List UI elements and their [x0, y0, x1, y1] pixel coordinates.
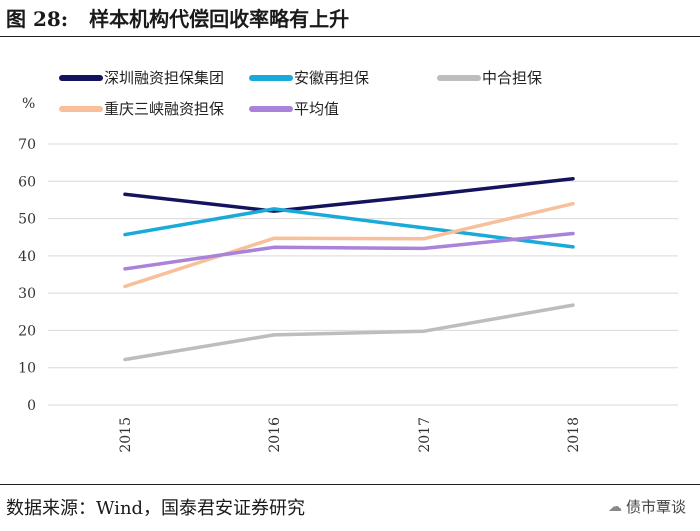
series-line-5 [123, 231, 575, 271]
legend-label-5: 平均值 [294, 100, 339, 118]
series-line-1 [123, 176, 575, 213]
line-chart: 0 10 20 30 40 50 60 70% 2015 2016 2017 2018 深圳融资担保集团… [18, 69, 678, 453]
y-axis-label: % [22, 96, 35, 112]
series-line-4 [123, 201, 575, 289]
y-tick-label: 40 [18, 249, 36, 265]
watermark-text: 债市覃谈 [625, 498, 686, 516]
figure-title-text: 样本机构代偿回收率略有上升 [89, 7, 350, 31]
source-note: 数据来源：Wind，国泰君安证券研究 [6, 498, 306, 519]
figure-number: 图 28: [6, 7, 69, 31]
series-line-2 [123, 207, 575, 249]
wechat-icon: ☁ [607, 498, 622, 515]
y-tick-label: 10 [18, 361, 36, 377]
y-tick-label: 50 [18, 212, 36, 228]
y-tick-label: 0 [27, 398, 36, 414]
y-tick-label: 30 [18, 286, 36, 302]
watermark: ☁ 债市覃谈 [608, 496, 686, 517]
legend-label-1: 深圳融资担保集团 [104, 69, 224, 87]
series-line-3 [123, 303, 575, 362]
x-tick-label: 2018 [566, 417, 582, 453]
x-tick-label: 2017 [417, 417, 433, 453]
legend-label-3: 中合担保 [482, 69, 542, 87]
source-divider [0, 484, 700, 485]
y-tick-label: 70 [18, 137, 36, 153]
legend-label-2: 安徽再担保 [294, 69, 369, 87]
x-tick-label: 2016 [267, 417, 283, 453]
figure-title: 图 28: 样本机构代偿回收率略有上升 [6, 4, 349, 34]
y-tick-label: 60 [18, 174, 36, 190]
title-divider [0, 36, 700, 37]
y-tick-label: 20 [18, 323, 36, 339]
x-tick-label: 2015 [118, 417, 134, 453]
legend-label-4: 重庆三峡融资担保 [104, 100, 224, 118]
